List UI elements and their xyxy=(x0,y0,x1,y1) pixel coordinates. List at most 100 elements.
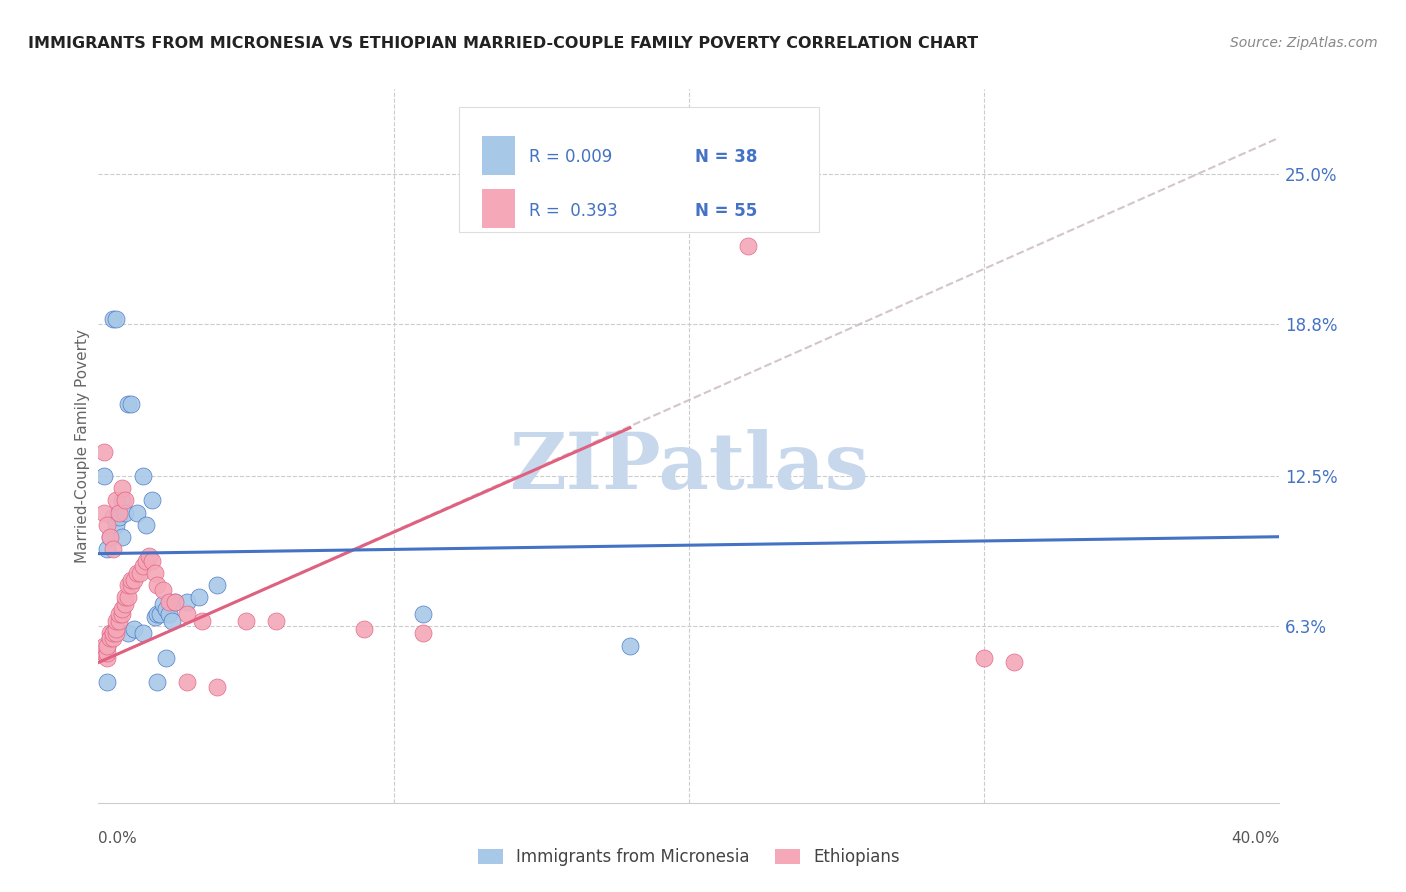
Point xyxy=(122,574,145,588)
Point xyxy=(141,493,163,508)
Point xyxy=(96,646,118,660)
Point xyxy=(157,607,180,621)
Point xyxy=(108,506,131,520)
Point xyxy=(93,506,115,520)
Point xyxy=(93,646,115,660)
Point xyxy=(93,639,115,653)
Point xyxy=(165,595,187,609)
Point xyxy=(114,506,136,520)
Point xyxy=(143,609,166,624)
Bar xyxy=(482,136,516,175)
Point xyxy=(103,632,125,646)
Point xyxy=(98,626,121,640)
Point xyxy=(111,602,134,616)
Point xyxy=(120,578,142,592)
Point xyxy=(187,590,209,604)
Legend: Immigrants from Micronesia, Ethiopians: Immigrants from Micronesia, Ethiopians xyxy=(471,842,907,873)
Point xyxy=(155,602,177,616)
Point xyxy=(149,607,172,621)
Text: Source: ZipAtlas.com: Source: ZipAtlas.com xyxy=(1230,36,1378,50)
Point xyxy=(135,517,157,532)
Point xyxy=(412,607,434,621)
Point xyxy=(117,578,139,592)
Point xyxy=(111,481,134,495)
Point xyxy=(146,674,169,689)
Point xyxy=(155,650,177,665)
Point xyxy=(93,469,115,483)
Point xyxy=(619,639,641,653)
Point xyxy=(105,312,128,326)
Point xyxy=(103,541,125,556)
Text: N = 55: N = 55 xyxy=(695,202,756,219)
Text: 40.0%: 40.0% xyxy=(1232,831,1279,846)
Y-axis label: Married-Couple Family Poverty: Married-Couple Family Poverty xyxy=(75,329,90,563)
Point xyxy=(96,541,118,556)
FancyBboxPatch shape xyxy=(458,107,818,232)
Point xyxy=(105,493,128,508)
Point xyxy=(146,607,169,621)
Point xyxy=(98,632,121,646)
Point xyxy=(205,680,228,694)
Point xyxy=(162,615,183,629)
Bar xyxy=(482,189,516,228)
Point xyxy=(96,639,118,653)
Point xyxy=(114,598,136,612)
Point xyxy=(98,632,121,646)
Point xyxy=(132,469,155,483)
Point xyxy=(128,566,150,580)
Point xyxy=(141,554,163,568)
Point xyxy=(105,622,128,636)
Point xyxy=(108,607,131,621)
Point xyxy=(103,312,125,326)
Point xyxy=(114,493,136,508)
Point xyxy=(103,626,125,640)
Point xyxy=(353,622,375,636)
Point xyxy=(412,626,434,640)
Point xyxy=(120,397,142,411)
Point xyxy=(973,650,995,665)
Point xyxy=(152,598,174,612)
Point xyxy=(132,558,155,573)
Text: R = 0.009: R = 0.009 xyxy=(530,148,613,166)
Point xyxy=(125,566,148,580)
Point xyxy=(120,574,142,588)
Point xyxy=(96,639,118,653)
Text: R =  0.393: R = 0.393 xyxy=(530,202,619,219)
Text: 0.0%: 0.0% xyxy=(98,831,138,846)
Point xyxy=(108,510,131,524)
Point xyxy=(114,590,136,604)
Point xyxy=(103,510,125,524)
Point xyxy=(111,607,134,621)
Point xyxy=(264,615,287,629)
Point xyxy=(235,615,257,629)
Point xyxy=(96,517,118,532)
Point xyxy=(96,650,118,665)
Point xyxy=(135,554,157,568)
Point xyxy=(96,674,118,689)
Text: ZIPatlas: ZIPatlas xyxy=(509,429,869,506)
Point xyxy=(111,530,134,544)
Point xyxy=(132,626,155,640)
Point xyxy=(105,615,128,629)
Point xyxy=(176,595,198,609)
Point xyxy=(157,595,180,609)
Point xyxy=(152,582,174,597)
Point xyxy=(176,674,198,689)
Point xyxy=(105,626,128,640)
Point xyxy=(1002,656,1025,670)
Point xyxy=(98,530,121,544)
Point xyxy=(117,397,139,411)
Text: N = 38: N = 38 xyxy=(695,148,758,166)
Point xyxy=(737,239,759,253)
Point xyxy=(105,517,128,532)
Point xyxy=(108,615,131,629)
Text: IMMIGRANTS FROM MICRONESIA VS ETHIOPIAN MARRIED-COUPLE FAMILY POVERTY CORRELATIO: IMMIGRANTS FROM MICRONESIA VS ETHIOPIAN … xyxy=(28,36,979,51)
Point xyxy=(125,506,148,520)
Point xyxy=(146,578,169,592)
Point xyxy=(122,622,145,636)
Point xyxy=(93,445,115,459)
Point xyxy=(117,626,139,640)
Point xyxy=(103,626,125,640)
Point xyxy=(191,615,214,629)
Point xyxy=(143,566,166,580)
